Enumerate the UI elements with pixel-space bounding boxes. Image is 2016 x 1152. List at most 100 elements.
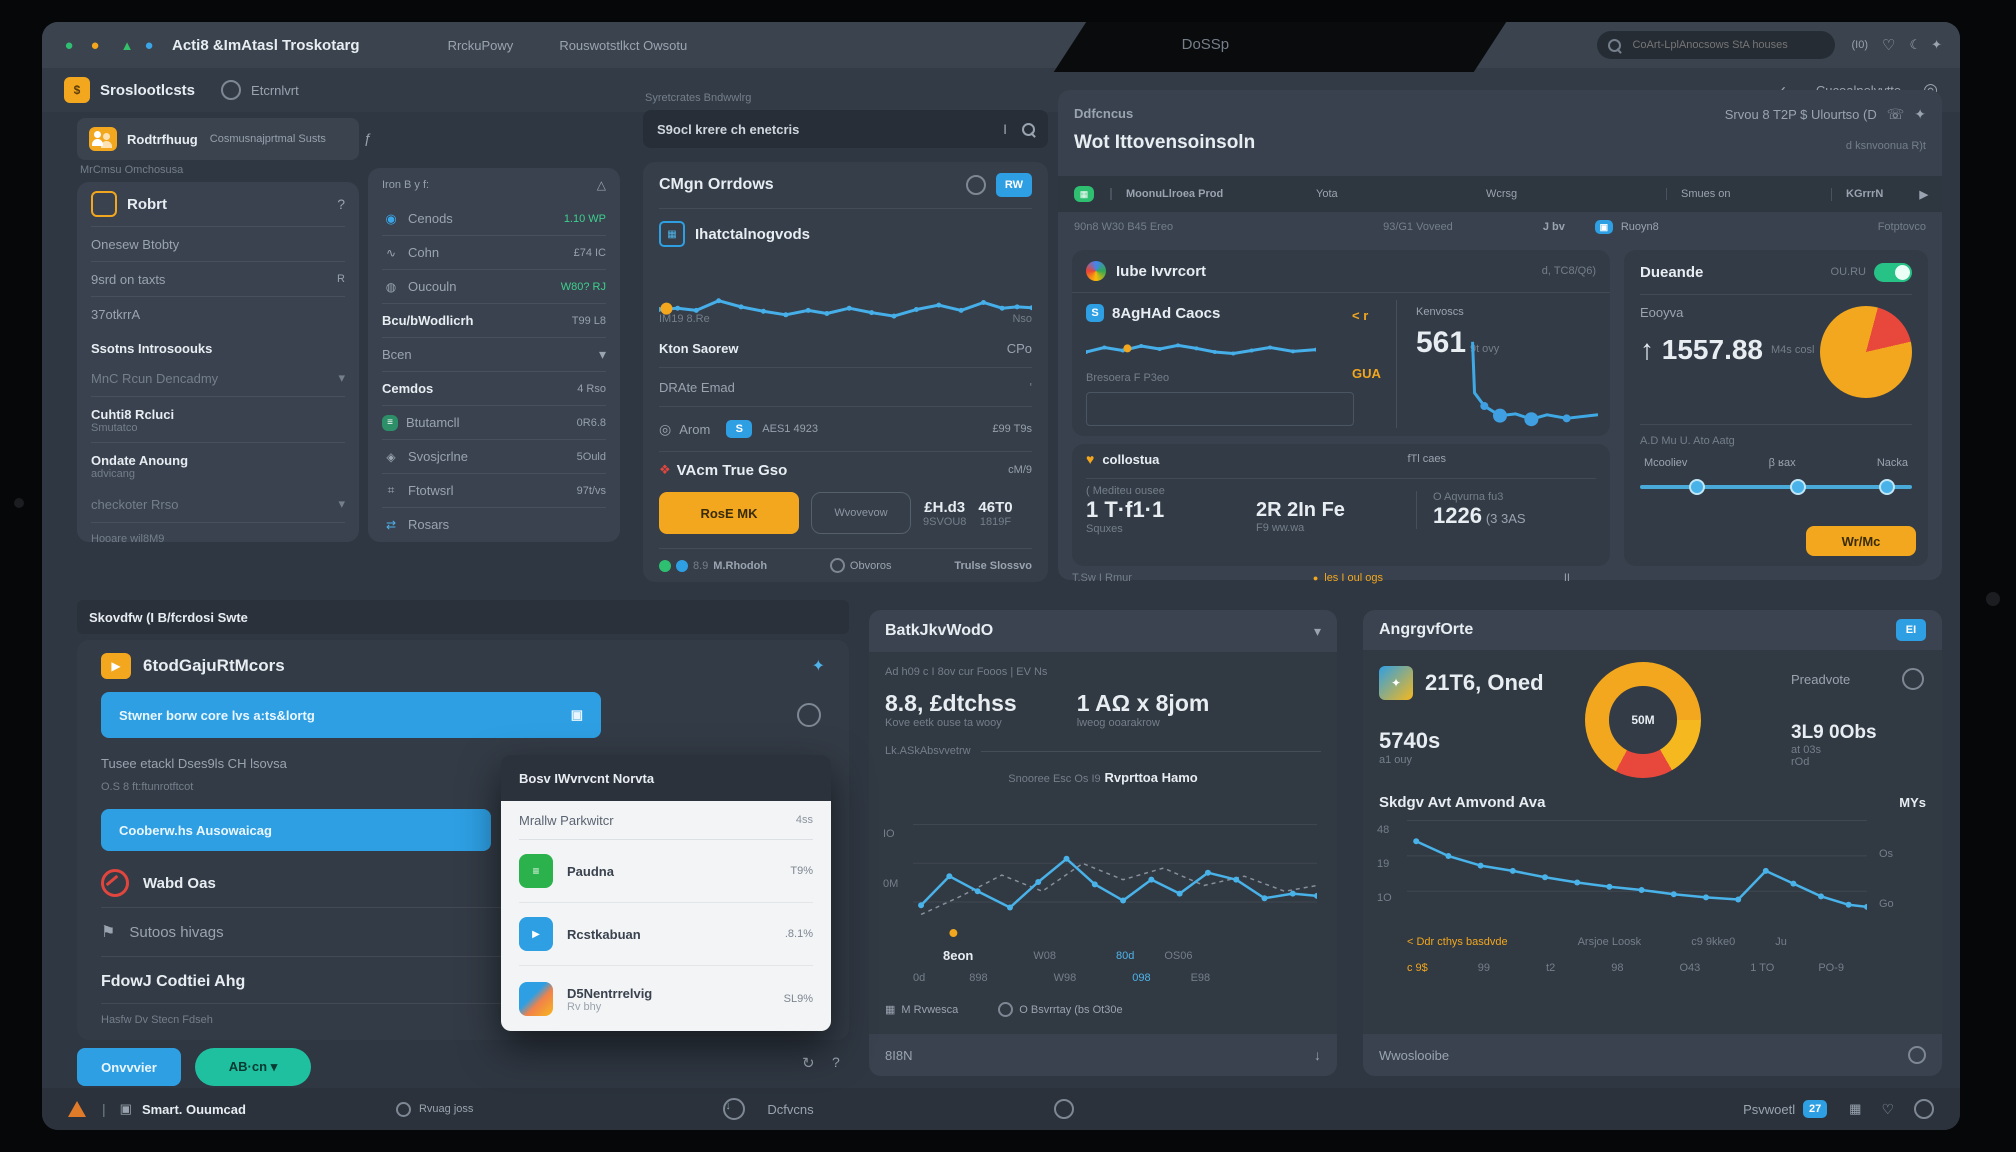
list-item[interactable]: Onesew Btobty bbox=[91, 227, 345, 262]
download-icon[interactable]: ↓ bbox=[1314, 1047, 1321, 1063]
metric-row[interactable]: ∿ Cohn £74 IC bbox=[382, 236, 606, 270]
metric-row[interactable]: ⇄ Rosars bbox=[382, 508, 606, 541]
list-group-item[interactable]: Ondate Anoung advicang bbox=[91, 453, 189, 480]
app-icon-globe[interactable]: ● bbox=[144, 36, 154, 54]
buy-button[interactable]: RosE MK bbox=[659, 492, 799, 534]
table-meta-row: 90n8 W30 B45 Ereo 93/G1 Voveed J bv ▣ Ru… bbox=[1058, 212, 1942, 242]
insight-sparkline bbox=[1086, 334, 1316, 364]
upload-icon[interactable]: △ bbox=[596, 178, 606, 192]
footer-center-label[interactable]: Dcfvcns bbox=[767, 1101, 814, 1117]
metric-row[interactable]: ◍ Oucouln W80? RJ bbox=[382, 270, 606, 304]
metrics-header: Iron B y f: △ bbox=[382, 178, 606, 192]
range-slider[interactable] bbox=[1640, 479, 1912, 495]
orders-search[interactable]: I bbox=[643, 110, 1048, 148]
global-search[interactable] bbox=[1597, 31, 1836, 59]
insight-spike-chart bbox=[1402, 340, 1598, 428]
app-icon-orange[interactable]: ● bbox=[90, 36, 100, 54]
history-icon[interactable] bbox=[1053, 1099, 1074, 1119]
dropdown-field[interactable]: checkoter Rrso ▾ bbox=[91, 486, 345, 523]
back-chevron-icon[interactable]: ‹ bbox=[1780, 80, 1786, 101]
slider-handle[interactable] bbox=[1879, 479, 1896, 495]
menu-item-1[interactable]: RrckuPowy bbox=[447, 37, 514, 53]
convert-button[interactable]: Onvvvier bbox=[77, 1048, 181, 1086]
workspace-tab[interactable]: Etcrnlvrt bbox=[251, 82, 299, 98]
column-header[interactable]: Wcrsg bbox=[1486, 188, 1518, 200]
pin-icon[interactable]: ✦ bbox=[811, 658, 825, 675]
sparkle-icon[interactable]: ✦ bbox=[1931, 37, 1942, 52]
metric-row[interactable]: Bcen ▾ bbox=[382, 338, 606, 372]
metric-row[interactable]: Cemdos 4 Rso bbox=[382, 372, 606, 406]
meta-label: 93/G1 Voveed bbox=[1383, 221, 1453, 233]
action-pill-button[interactable]: AB·cn ▾ bbox=[195, 1048, 311, 1086]
new-badge[interactable]: RW bbox=[996, 173, 1032, 197]
help-pin-icon[interactable]: ? bbox=[337, 196, 345, 212]
sparkle-icon[interactable]: ✦ bbox=[1914, 106, 1926, 122]
secondary-button[interactable]: Wvovevow bbox=[811, 492, 911, 534]
profile-row[interactable]: Robrt ? bbox=[91, 182, 345, 227]
footer-brand[interactable]: Smart. Ouumcad bbox=[141, 1101, 246, 1117]
empty-input-box[interactable] bbox=[1086, 392, 1354, 426]
edit-badge[interactable]: EI bbox=[1896, 619, 1926, 641]
status-ring-icon[interactable] bbox=[966, 175, 986, 195]
column-header[interactable]: Yota bbox=[1316, 188, 1338, 200]
slider-handle[interactable] bbox=[1789, 479, 1806, 495]
phone-icon[interactable]: ☏ bbox=[1886, 106, 1905, 122]
metric-row[interactable]: ◈ Svosjcrlne 5Ould bbox=[382, 440, 606, 474]
orders-item-row[interactable]: ▦ Ihatctalnogvods bbox=[659, 221, 1032, 247]
slider-handle[interactable] bbox=[1688, 479, 1705, 495]
error-row[interactable]: Wabd Oas bbox=[101, 859, 825, 908]
primary-campaign-button[interactable]: Stwner borw core lvs a:ts&lortg ▣ bbox=[101, 692, 601, 738]
dropdown-field[interactable]: MnC Rcun Dencadmy ▾ bbox=[91, 360, 345, 397]
revenue-toggle[interactable] bbox=[1874, 262, 1912, 282]
app-icon-leaf[interactable]: ▲ bbox=[120, 37, 134, 53]
search-icon[interactable] bbox=[1021, 122, 1036, 137]
list-item[interactable]: 9srd on taxts R bbox=[91, 262, 345, 297]
metric-row[interactable]: ◉ Cenods 1.10 WP bbox=[382, 202, 606, 236]
meta-label: Fotptovco bbox=[1877, 221, 1926, 233]
orders-row[interactable]: DRAte Emad ' bbox=[659, 368, 1032, 407]
audience-card: Robrt ? Onesew Btobty 9srd on taxts R 37o… bbox=[77, 182, 359, 545]
ads-icon: S bbox=[1086, 304, 1104, 322]
refresh-icon[interactable]: ↻ bbox=[802, 1055, 815, 1072]
column-header[interactable]: KGrrrN ▶ bbox=[1831, 187, 1942, 201]
orders-row[interactable]: Kton Saorew CPo bbox=[659, 329, 1032, 368]
perf-bottom-band: Wwoslooibe bbox=[1363, 1034, 1942, 1076]
list-group-item[interactable]: Cuhti8 Rcluci Smutatco bbox=[91, 407, 175, 434]
toolbar-sub-label: d ksnvoonua R)t bbox=[1845, 140, 1926, 152]
help-icon[interactable]: ? bbox=[832, 1054, 840, 1070]
orders-search-input[interactable] bbox=[655, 120, 959, 138]
popup-item[interactable]: ≡ Paudna T9% bbox=[519, 840, 813, 903]
popup-item[interactable]: D5Nentrrelvig Rv bhy SL9% bbox=[519, 966, 813, 1031]
chevron-down-icon[interactable]: ▾ bbox=[1313, 622, 1321, 639]
status-ring-icon[interactable] bbox=[221, 80, 242, 100]
heart-icon[interactable]: ♡ bbox=[1881, 1100, 1894, 1117]
app-icon-green[interactable]: ● bbox=[64, 36, 74, 54]
settings-circle-icon[interactable] bbox=[1914, 1099, 1934, 1119]
circle-icon[interactable] bbox=[1908, 1046, 1926, 1064]
global-search-input[interactable] bbox=[1630, 38, 1805, 52]
column-header[interactable]: MoonuLlroea Prod bbox=[1110, 188, 1316, 200]
grid-icon[interactable]: ▦ bbox=[1849, 1101, 1862, 1116]
bezel-button bbox=[1986, 592, 2000, 606]
meta-label: Ruoyn8 bbox=[1620, 221, 1659, 233]
metric-row[interactable]: ≡ Btutamcll 0R6.8 bbox=[382, 406, 606, 440]
list-item[interactable]: 37otkrrA bbox=[91, 306, 141, 322]
metric-row[interactable]: Bcu/bWodlicrh T99 L8 bbox=[382, 304, 606, 338]
target-icon: ◈ bbox=[386, 449, 396, 464]
menu-item-2[interactable]: Rouswotstlkct Owsotu bbox=[559, 37, 688, 53]
circle-button[interactable] bbox=[1902, 668, 1924, 690]
column-header[interactable]: Smues on bbox=[1666, 188, 1831, 200]
orders-row[interactable]: ◎ Arom S AES1 4923 £99 T9s bbox=[659, 407, 1032, 452]
list-row[interactable]: ⚑ Sutoos hivags bbox=[101, 908, 825, 957]
circle-button[interactable] bbox=[797, 703, 821, 727]
y-axis-label: 1O bbox=[1377, 892, 1392, 904]
grid-icon: ▦ bbox=[885, 1004, 896, 1016]
popup-item[interactable]: ▶ Rcstkabuan .8.1% bbox=[519, 903, 813, 966]
apply-button[interactable]: Wr/Mc bbox=[1806, 526, 1916, 556]
filter-icon[interactable]: ƒ bbox=[364, 130, 372, 146]
download-circle-icon[interactable]: ↓ bbox=[723, 1098, 746, 1120]
secondary-campaign-button[interactable]: Cooberw.hs Ausowaicag bbox=[101, 809, 491, 851]
moon-icon[interactable]: ☾ bbox=[1909, 37, 1922, 52]
heart-icon[interactable]: ♡ bbox=[1881, 37, 1896, 54]
metric-row[interactable]: ⌗ Ftotwsrl 97t/vs bbox=[382, 474, 606, 508]
